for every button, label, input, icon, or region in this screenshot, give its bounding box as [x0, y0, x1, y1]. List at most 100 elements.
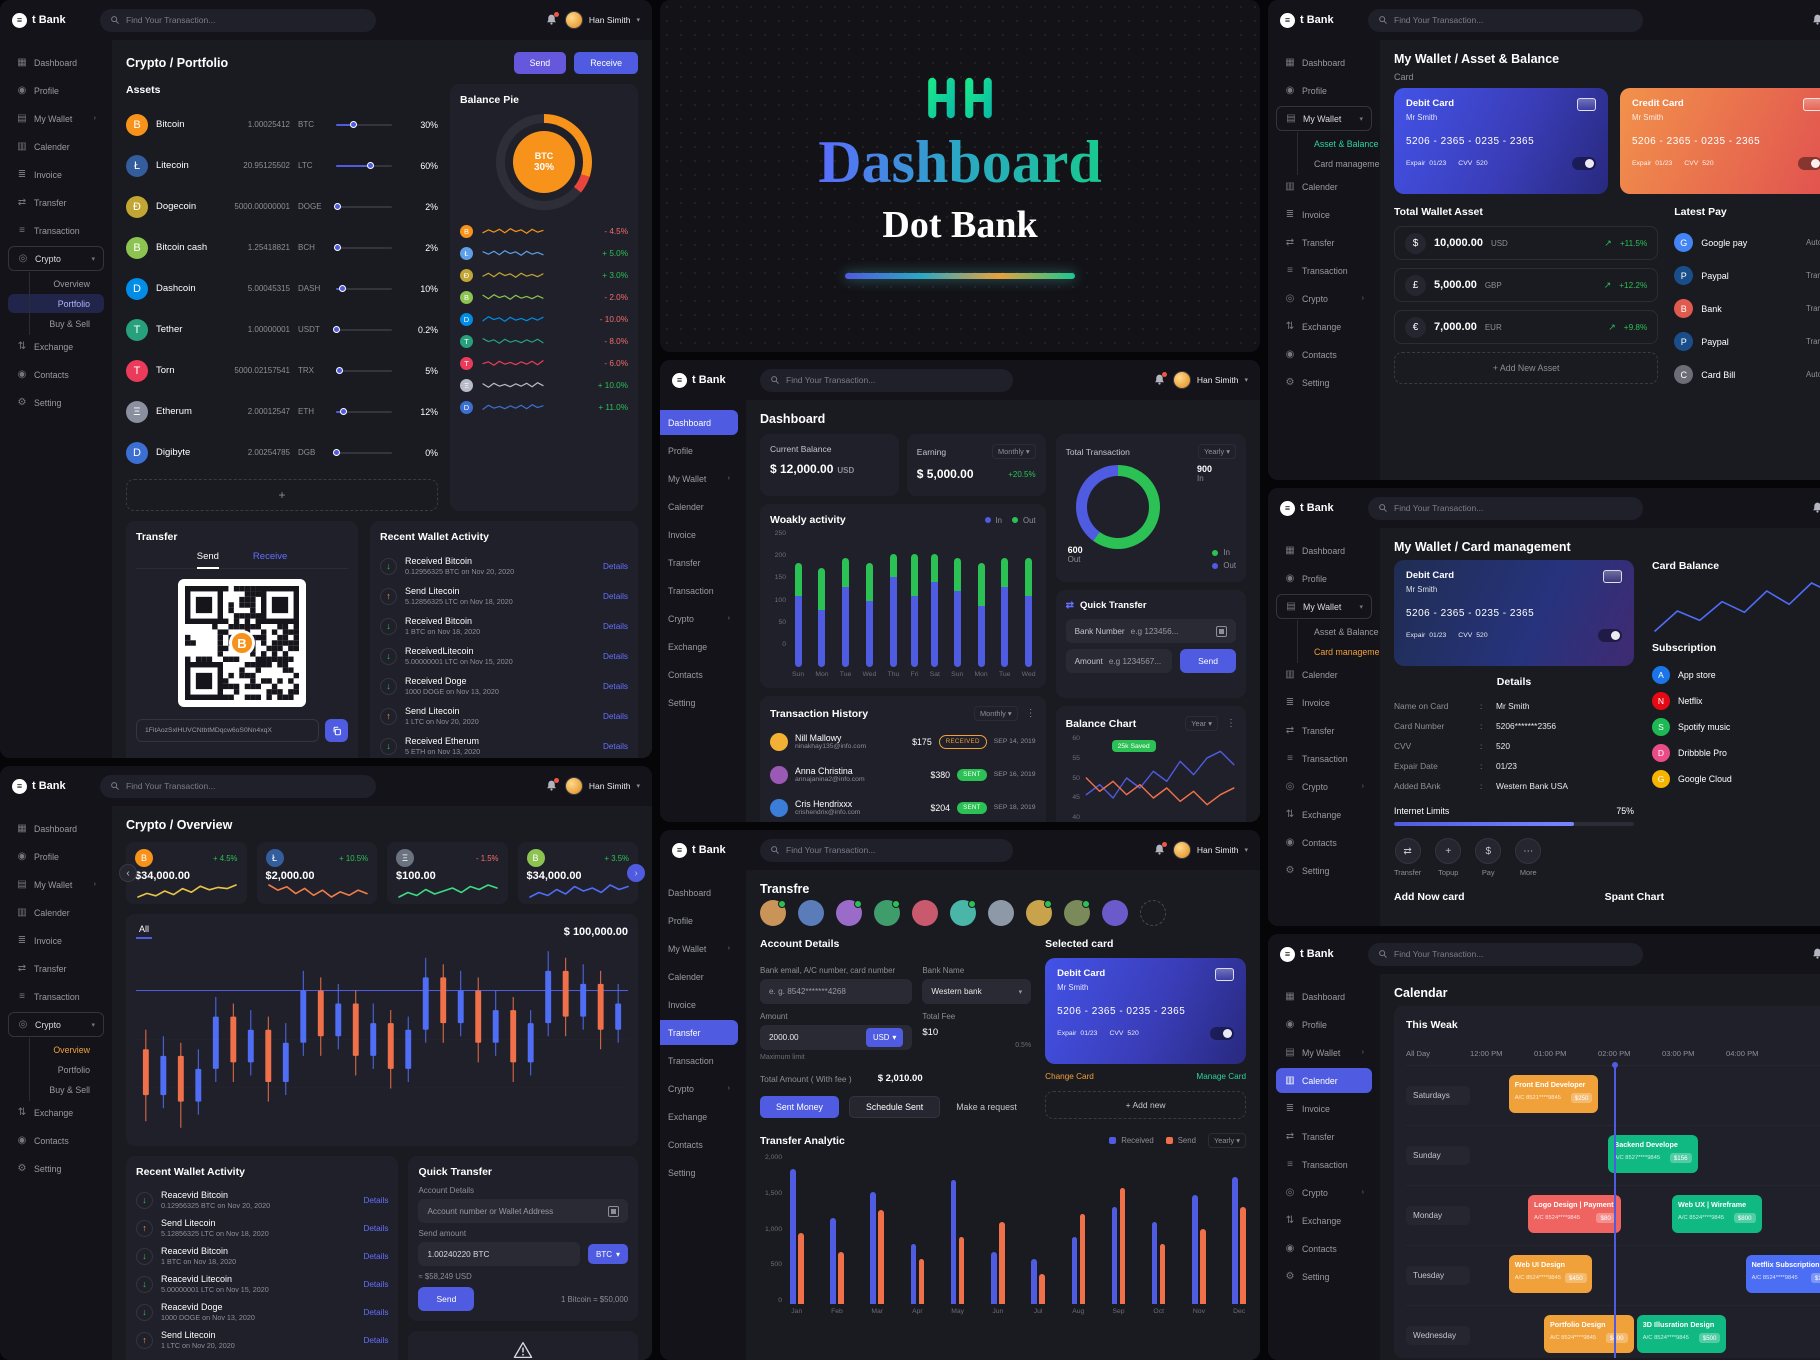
- kebab-menu-icon[interactable]: ⋮: [1226, 718, 1236, 729]
- sidebar-item[interactable]: Asset & Balance: [1276, 620, 1379, 643]
- sidebar-item[interactable]: ◉ Profile: [1285, 85, 1327, 96]
- sidebar-item[interactable]: ⚙ Setting: [17, 397, 62, 408]
- sidebar-item[interactable]: ◉ Contacts: [1285, 1243, 1337, 1254]
- chevron-down-icon[interactable]: ▾: [636, 17, 640, 24]
- sidebar-item[interactable]: ▤ My Wallet ▾: [1276, 106, 1372, 131]
- sidebar-item[interactable]: Overview: [8, 272, 104, 295]
- card-action-button[interactable]: + Topup: [1435, 838, 1462, 877]
- sidebar-item[interactable]: ⇅ Exchange: [17, 1107, 74, 1118]
- sidebar-item[interactable]: ≣ Invoice: [660, 522, 738, 547]
- sidebar-item[interactable]: ◉ Contacts: [17, 369, 69, 380]
- currency-dropdown[interactable]: BTC ▾: [587, 1244, 628, 1264]
- sidebar-item[interactable]: ◉ Profile: [660, 438, 738, 463]
- allocation-slider[interactable]: [334, 203, 392, 210]
- asset-row[interactable]: Ł Litecoin 20.95125502 LTC 60%: [126, 145, 438, 186]
- details-link[interactable]: Details: [602, 711, 628, 721]
- sidebar-item[interactable]: ⇅ Exchange: [1285, 1215, 1342, 1226]
- search-input[interactable]: Find Your Transaction...: [100, 774, 377, 798]
- bank-number-input[interactable]: Bank Number e.g 123456...: [1065, 619, 1236, 643]
- sidebar-item[interactable]: ≡ Transaction: [1276, 746, 1372, 771]
- sidebar-item[interactable]: ≣ Invoice: [1285, 209, 1330, 220]
- sidebar-item[interactable]: ◉ Contacts: [1285, 837, 1337, 848]
- copy-button[interactable]: [325, 719, 348, 742]
- sidebar-item[interactable]: ⇄ Transfer: [660, 1020, 738, 1045]
- add-asset-button[interactable]: +: [126, 479, 438, 511]
- sidebar-item[interactable]: ⇄ Transfer: [1285, 1131, 1335, 1142]
- allocation-slider[interactable]: [336, 162, 392, 169]
- sidebar-item[interactable]: ◉ Contacts: [660, 662, 738, 687]
- sidebar-item[interactable]: ▤ My Wallet ›: [17, 879, 96, 890]
- allocation-slider[interactable]: [335, 367, 392, 374]
- details-link[interactable]: Details: [602, 561, 628, 571]
- sidebar-item[interactable]: Portfolio: [8, 292, 104, 315]
- allocation-slider[interactable]: [336, 285, 392, 292]
- make-request-button[interactable]: Make a request: [950, 1096, 1023, 1118]
- card-toggle[interactable]: [1798, 157, 1820, 170]
- qr-scan-icon[interactable]: [608, 1205, 619, 1217]
- period-dropdown[interactable]: Yearly ▾: [1207, 1133, 1246, 1148]
- sidebar-item[interactable]: ▤ My Wallet ›: [660, 936, 738, 961]
- sidebar-item[interactable]: ◎ Crypto ›: [660, 1076, 738, 1101]
- card-toggle[interactable]: [1572, 157, 1596, 170]
- calendar-event[interactable]: Backend Develope A/C 8527****9845 $156: [1608, 1135, 1698, 1173]
- sidebar-item[interactable]: ◉ Profile: [1285, 1019, 1327, 1030]
- asset-row[interactable]: D Digibyte 2.00254785 DGB 0%: [126, 432, 438, 473]
- debit-card[interactable]: Debit Card Mr Smith 5206 - 2365 - 0235 -…: [1394, 560, 1634, 666]
- allocation-slider[interactable]: [333, 449, 392, 456]
- chevron-down-icon[interactable]: ▾: [1244, 847, 1248, 854]
- dot-bank-logo[interactable]: ≡ t Bank: [12, 12, 90, 28]
- calendar-event[interactable]: Portfolio Design A/C 8524****9845 $400: [1544, 1315, 1634, 1353]
- period-dropdown[interactable]: Monthly ▾: [973, 706, 1018, 721]
- notifications-bell-icon[interactable]: [1811, 946, 1820, 961]
- allocation-slider[interactable]: [336, 408, 392, 415]
- details-link[interactable]: Details: [363, 1335, 389, 1345]
- asset-row[interactable]: Ξ Etherum 2.00012547 ETH 12%: [126, 391, 438, 432]
- sidebar-item[interactable]: ≣ Invoice: [17, 935, 62, 946]
- allocation-slider[interactable]: [333, 326, 392, 333]
- calendar-event[interactable]: Front End Developer A/C 8521****9845 $250: [1508, 1075, 1599, 1113]
- notifications-bell-icon[interactable]: [1811, 500, 1820, 515]
- contact-avatar[interactable]: [1064, 900, 1090, 926]
- sidebar-item[interactable]: ⇄ Transfer: [1285, 237, 1335, 248]
- sidebar-item[interactable]: ⇅ Exchange: [1285, 809, 1342, 820]
- internet-limit-bar[interactable]: [1394, 822, 1634, 826]
- debit-card[interactable]: Debit Card Mr Smith 5206 - 2365 - 0235 -…: [1394, 88, 1608, 194]
- add-new-asset-button[interactable]: + Add New Asset: [1394, 352, 1659, 384]
- dot-bank-logo[interactable]: ≡ t Bank: [1280, 946, 1358, 962]
- user-avatar[interactable]: [564, 11, 583, 29]
- contact-avatar[interactable]: [1026, 900, 1052, 926]
- sidebar-item[interactable]: ≡ Transaction: [1276, 258, 1372, 283]
- user-avatar[interactable]: [1172, 371, 1191, 389]
- card-action-button[interactable]: $ Pay: [1475, 838, 1502, 877]
- user-avatar[interactable]: [564, 777, 583, 795]
- sidebar-item[interactable]: ⚙ Setting: [17, 1163, 62, 1174]
- details-link[interactable]: Details: [602, 591, 628, 601]
- sidebar-item[interactable]: ▦ Dashboard: [1285, 991, 1346, 1002]
- ticker-card[interactable]: Ł + 10.5% $2,000.00: [256, 842, 377, 904]
- sent-money-button[interactable]: Sent Money: [760, 1096, 839, 1118]
- sidebar-item[interactable]: ▦ Dashboard: [17, 57, 78, 68]
- sidebar-item[interactable]: ⚙ Setting: [1285, 1271, 1330, 1282]
- sidebar-item[interactable]: ≣ Invoice: [660, 992, 738, 1017]
- contact-avatar[interactable]: [1102, 900, 1128, 926]
- sidebar-item[interactable]: Overview: [8, 1038, 104, 1061]
- sidebar-item[interactable]: ⇅ Exchange: [660, 634, 738, 659]
- sidebar-item[interactable]: ⚙ Setting: [1285, 377, 1330, 388]
- sidebar-item[interactable]: ≡ Transaction: [8, 984, 104, 1009]
- period-dropdown[interactable]: Monthly ▾: [991, 444, 1036, 459]
- asset-row[interactable]: D Dashcoin 5.00045315 DASH 10%: [126, 268, 438, 309]
- ticker-card[interactable]: Ξ - 1.5% $100.00: [387, 842, 508, 904]
- sidebar-item[interactable]: ≡ Transaction: [1276, 1152, 1372, 1177]
- send-amount-input[interactable]: 1.00240220 BTC: [418, 1242, 580, 1266]
- selected-debit-card[interactable]: Debit Card Mr Smith 5206 - 2365 - 0235 -…: [1045, 958, 1246, 1064]
- contact-avatar[interactable]: [798, 900, 824, 926]
- sidebar-item[interactable]: ◉ Profile: [1285, 573, 1327, 584]
- sidebar-item[interactable]: ≣ Invoice: [1285, 1103, 1330, 1114]
- card-action-button[interactable]: ⇄ Transfer: [1394, 838, 1421, 877]
- sidebar-item[interactable]: ≡ Transaction: [660, 578, 738, 603]
- notifications-bell-icon[interactable]: [1153, 372, 1167, 387]
- allocation-slider[interactable]: [334, 244, 392, 251]
- chevron-down-icon[interactable]: ▾: [636, 783, 640, 790]
- search-input[interactable]: Find Your Transaction...: [1368, 496, 1644, 520]
